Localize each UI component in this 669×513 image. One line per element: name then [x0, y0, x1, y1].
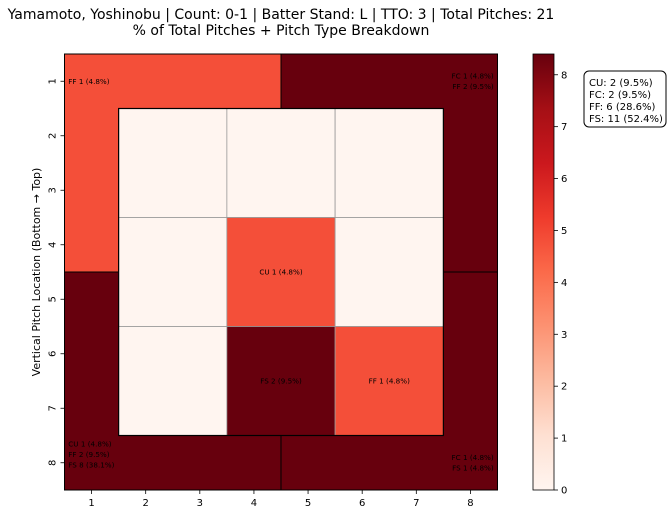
chart-title: Yamamoto, Yoshinobu | Count: 0-1 | Batte…: [7, 7, 555, 23]
strike-zone-cell: [227, 109, 335, 218]
chart-subtitle: % of Total Pitches + Pitch Type Breakdow…: [133, 23, 430, 39]
pitch-type-legend: CU: 2 (9.5%) FC: 2 (9.5%) FF: 6 (28.6%) …: [584, 71, 666, 127]
y-tick-label: 4: [48, 242, 59, 248]
colorbar-tick-label: 2: [561, 382, 567, 393]
y-tick-label: 1: [48, 78, 59, 84]
strike-zone-cell-label: CU 1 (4.8%): [259, 268, 302, 277]
zone-label: FF 2 (9.5%): [452, 82, 493, 91]
x-tick-label: 5: [305, 498, 311, 509]
zone-label: FC 1 (4.8%): [452, 72, 494, 81]
strike-zone-cell: [119, 109, 227, 218]
colorbar-tick-label: 1: [561, 434, 567, 445]
zone-label: FF 2 (9.5%): [68, 450, 109, 459]
colorbar-tick-label: 5: [561, 226, 567, 237]
x-tick-label: 8: [467, 498, 473, 509]
legend-entry: FS: 11 (52.4%): [589, 114, 663, 125]
y-tick-label: 7: [48, 405, 59, 411]
y-tick-label: 3: [48, 187, 59, 193]
colorbar-tick-label: 3: [561, 330, 567, 341]
strike-zone-cell: [335, 218, 443, 327]
strike-zone-cell: [119, 327, 227, 436]
colorbar-tick-label: 7: [561, 122, 567, 133]
zone-label: FS 8 (38.1%): [68, 461, 114, 470]
x-tick-label: 1: [88, 498, 94, 509]
legend-entry: FC: 2 (9.5%): [589, 90, 651, 101]
x-tick-label: 2: [143, 498, 149, 509]
colorbar-gradient: [533, 54, 554, 490]
colorbar-tick-label: 6: [561, 174, 567, 185]
y-axis-label: Vertical Pitch Location (Bottom → Top): [30, 168, 43, 377]
x-tick-label: 7: [413, 498, 419, 509]
zone-label: FC 1 (4.8%): [452, 453, 494, 462]
colorbar-tick-label: 0: [561, 486, 567, 497]
zone-label: FF 1 (4.8%): [68, 77, 109, 86]
y-tick-label: 6: [48, 351, 59, 357]
legend-entry: CU: 2 (9.5%): [589, 78, 653, 89]
strike-zone-cell: [119, 218, 227, 327]
legend-entry: FF: 6 (28.6%): [589, 102, 655, 113]
x-tick-label: 6: [359, 498, 365, 509]
y-tick-label: 5: [48, 296, 59, 302]
zone-label: CU 1 (4.8%): [68, 440, 111, 449]
zone-label: FS 1 (4.8%): [452, 464, 494, 473]
y-tick-label: 2: [48, 133, 59, 139]
x-tick-label: 4: [251, 498, 257, 509]
x-tick-label: 3: [197, 498, 203, 509]
y-tick-label: 8: [48, 460, 59, 466]
colorbar-tick-label: 4: [561, 278, 567, 289]
colorbar-tick-label: 8: [561, 70, 567, 81]
colorbar: 0 1 2 3 4 5 6 7 8: [533, 54, 567, 497]
strike-zone-cell: [335, 109, 443, 218]
strike-zone-cell-label: FF 1 (4.8%): [369, 377, 410, 386]
strike-zone-cell-label: FS 2 (9.5%): [260, 377, 302, 386]
